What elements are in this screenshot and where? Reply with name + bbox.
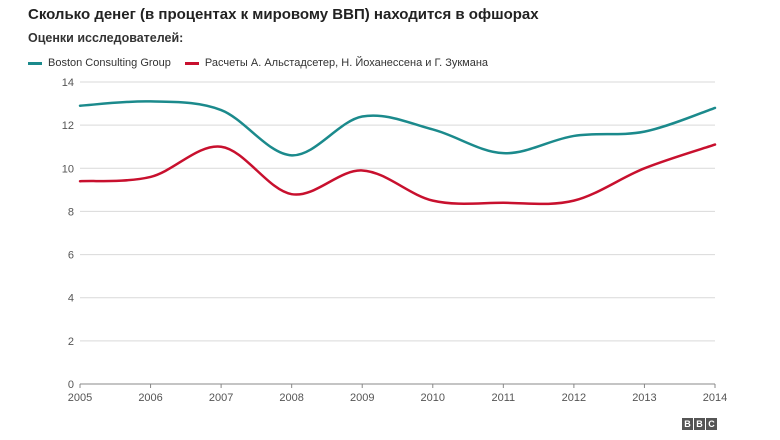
x-tick-label: 2012 — [562, 392, 586, 404]
y-tick-label: 0 — [68, 379, 74, 391]
x-tick-label: 2011 — [492, 392, 516, 404]
x-tick-label: 2009 — [350, 392, 374, 404]
legend-item-zucman: Расчеты А. Альстадсетер, Н. Йоханессена … — [184, 57, 489, 69]
y-tick-label: 4 — [68, 293, 74, 305]
bbc-logo: B B C — [681, 418, 717, 430]
x-tick-label: 2014 — [703, 392, 727, 404]
legend-item-bcg: Boston Consulting Group — [28, 57, 171, 69]
legend: Boston Consulting Group Расчеты А. Альст… — [28, 57, 502, 69]
legend-label-zucman: Расчеты А. Альстадсетер, Н. Йоханессена … — [204, 57, 489, 69]
series-line-bcg — [78, 100, 717, 157]
y-tick-label: 8 — [68, 206, 74, 218]
legend-label-bcg: Boston Consulting Group — [48, 57, 171, 69]
chart-subtitle: Оценки исследователей: — [28, 31, 184, 45]
chart-title: Сколько денег (в процентах к мировому ВВ… — [28, 6, 539, 23]
x-tick-label: 2005 — [68, 392, 92, 404]
y-tick-label: 14 — [62, 77, 74, 89]
y-tick-label: 6 — [68, 250, 74, 262]
x-tick-label: 2006 — [138, 392, 162, 404]
bbc-logo-letter: B — [694, 418, 705, 430]
legend-swatch-zucman — [184, 61, 199, 65]
legend-swatch-bcg — [28, 61, 42, 65]
x-tick-label: 2010 — [421, 392, 445, 404]
y-tick-label: 12 — [62, 120, 74, 132]
series-line-zucman — [78, 143, 717, 206]
y-tick-label: 10 — [62, 163, 74, 175]
x-tick-label: 2013 — [632, 392, 656, 404]
bbc-logo-letter: B — [682, 418, 693, 430]
y-tick-label: 2 — [68, 336, 74, 348]
x-tick-label: 2007 — [209, 392, 233, 404]
bbc-logo-letter: C — [706, 418, 717, 430]
x-tick-label: 2008 — [279, 392, 303, 404]
